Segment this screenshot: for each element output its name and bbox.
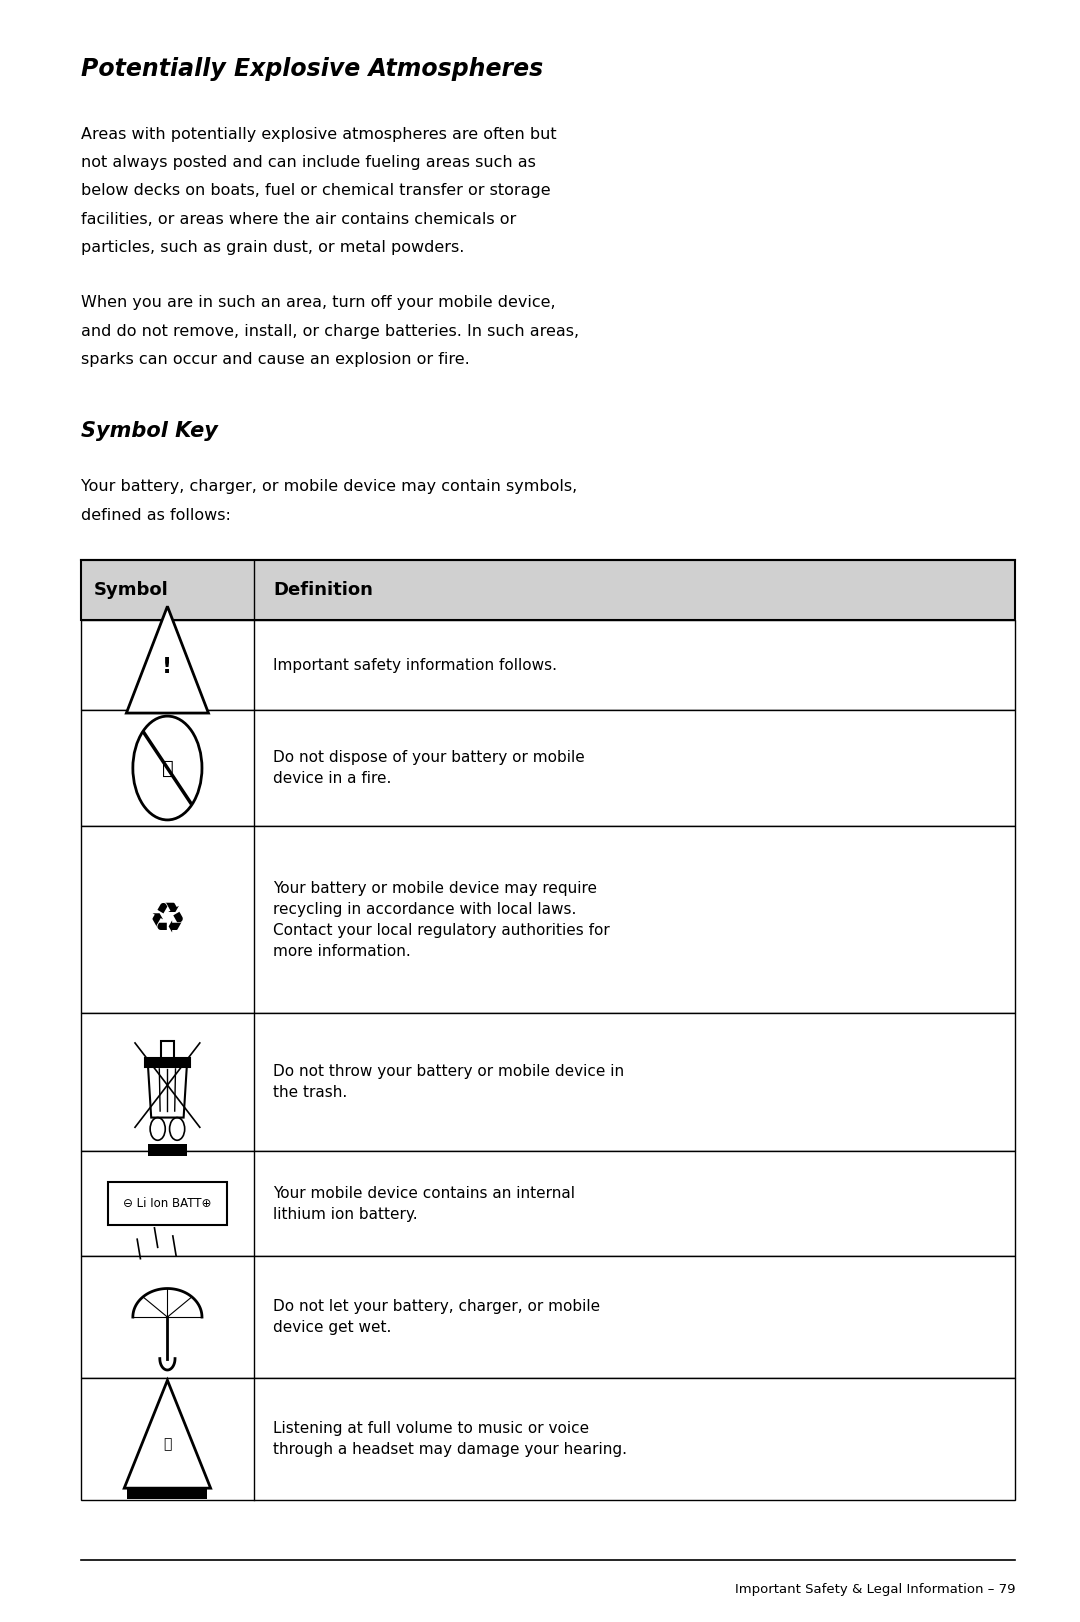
Text: ♻: ♻ <box>149 899 186 941</box>
Text: 🔥: 🔥 <box>162 759 173 777</box>
Text: Listening at full volume to music or voice
through a headset may damage your hea: Listening at full volume to music or voi… <box>273 1421 627 1457</box>
Bar <box>81 560 1015 620</box>
Text: below decks on boats, fuel or chemical transfer or storage: below decks on boats, fuel or chemical t… <box>81 183 551 198</box>
Text: Do not dispose of your battery or mobile
device in a fire.: Do not dispose of your battery or mobile… <box>273 749 585 787</box>
Text: not always posted and can include fueling areas such as: not always posted and can include fuelin… <box>81 156 536 170</box>
Bar <box>81 1150 1015 1255</box>
Text: Your mobile device contains an internal
lithium ion battery.: Your mobile device contains an internal … <box>273 1186 576 1221</box>
Text: !: ! <box>162 657 173 676</box>
Text: Your battery, charger, or mobile device may contain symbols,: Your battery, charger, or mobile device … <box>81 478 577 495</box>
Bar <box>81 826 1015 1012</box>
Polygon shape <box>124 1380 211 1487</box>
Bar <box>81 620 1015 709</box>
Text: Important Safety & Legal Information – 79: Important Safety & Legal Information – 7… <box>734 1583 1015 1596</box>
Text: 🔊: 🔊 <box>163 1437 172 1452</box>
Bar <box>81 1255 1015 1377</box>
Bar <box>148 1144 187 1156</box>
Text: sparks can occur and cause an explosion or fire.: sparks can occur and cause an explosion … <box>81 352 470 367</box>
Text: particles, such as grain dust, or metal powders.: particles, such as grain dust, or metal … <box>81 240 464 255</box>
Text: Areas with potentially explosive atmospheres are often but: Areas with potentially explosive atmosph… <box>81 127 556 141</box>
Bar <box>81 709 1015 826</box>
Bar <box>127 1487 207 1499</box>
Text: Do not let your battery, charger, or mobile
device get wet.: Do not let your battery, charger, or mob… <box>273 1299 600 1335</box>
Bar <box>145 1058 190 1067</box>
Text: facilities, or areas where the air contains chemicals or: facilities, or areas where the air conta… <box>81 211 516 227</box>
Text: Definition: Definition <box>273 581 374 600</box>
Text: Your battery or mobile device may require
recycling in accordance with local law: Your battery or mobile device may requir… <box>273 881 610 959</box>
Text: ⊖ Li Ion BATT⊕: ⊖ Li Ion BATT⊕ <box>123 1197 212 1210</box>
Polygon shape <box>126 607 208 714</box>
Text: defined as follows:: defined as follows: <box>81 508 231 522</box>
Text: Important safety information follows.: Important safety information follows. <box>273 657 557 673</box>
Text: and do not remove, install, or charge batteries. In such areas,: and do not remove, install, or charge ba… <box>81 323 579 339</box>
Text: Do not throw your battery or mobile device in
the trash.: Do not throw your battery or mobile devi… <box>273 1064 624 1100</box>
Text: Potentially Explosive Atmospheres: Potentially Explosive Atmospheres <box>81 57 543 81</box>
Bar <box>81 1377 1015 1499</box>
Text: Symbol: Symbol <box>94 581 168 600</box>
Text: When you are in such an area, turn off your mobile device,: When you are in such an area, turn off y… <box>81 295 555 310</box>
Bar <box>108 1182 227 1225</box>
Bar <box>161 1041 174 1058</box>
Bar <box>81 1012 1015 1150</box>
Text: Symbol Key: Symbol Key <box>81 420 218 441</box>
